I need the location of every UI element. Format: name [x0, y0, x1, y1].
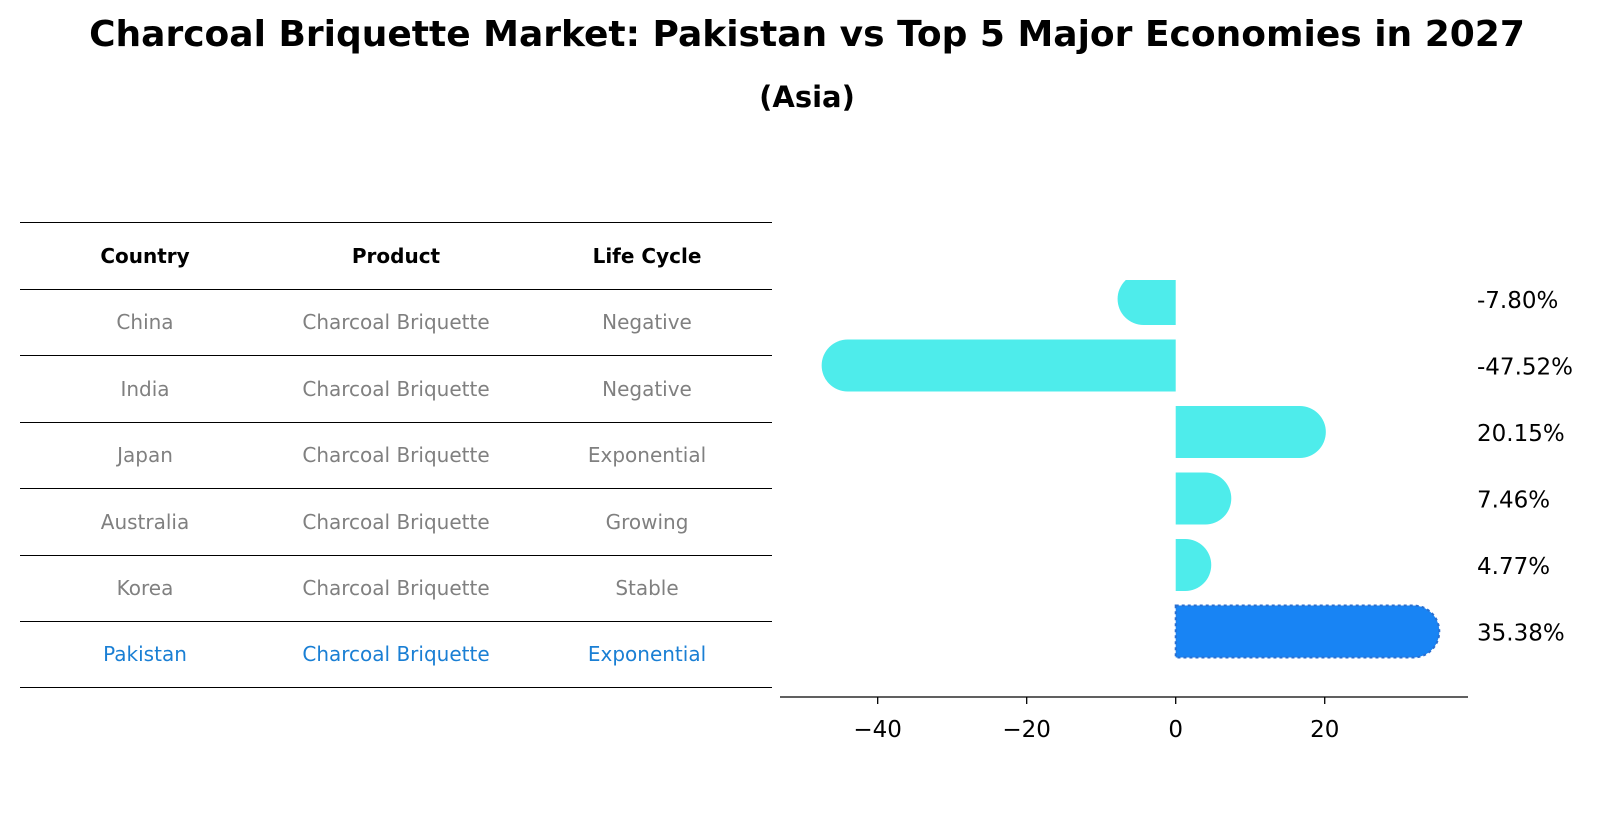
bar-india — [821, 339, 1176, 392]
table-row-highlighted: Pakistan Charcoal Briquette Exponential — [20, 621, 772, 688]
chart-subtitle: (Asia) — [759, 80, 855, 114]
value-label-pakistan: 35.38% — [1477, 621, 1565, 647]
cell-life-cycle: Negative — [602, 310, 692, 335]
bars-layer — [821, 280, 1441, 659]
cell-life-cycle: Exponential — [587, 443, 707, 468]
cell-country: Japan — [117, 443, 173, 468]
value-label-india: -47.52% — [1477, 355, 1573, 381]
x-tick-label: −40 — [853, 717, 902, 743]
cell-life-cycle: Exponential — [587, 642, 707, 667]
value-label-korea: 4.77% — [1477, 554, 1550, 580]
cell-product: Charcoal Briquette — [302, 576, 490, 601]
x-axis: −40 −20 0 20 — [780, 696, 1468, 743]
value-label-japan: 20.15% — [1477, 421, 1565, 447]
cell-product: Charcoal Briquette — [302, 310, 490, 335]
table-header-row: Country Product Life Cycle — [20, 222, 772, 289]
value-label-china: -7.80% — [1477, 288, 1558, 314]
cell-country: Korea — [116, 576, 174, 601]
bar-pakistan — [1174, 604, 1441, 659]
country-table: Country Product Life Cycle China Charcoa… — [20, 222, 772, 688]
x-tick-label: −20 — [1002, 717, 1051, 743]
cell-life-cycle: Growing — [605, 509, 689, 534]
table-row: India Charcoal Briquette Negative — [20, 355, 772, 422]
table-row: Japan Charcoal Briquette Exponential — [20, 421, 772, 489]
table-row: Australia Charcoal Briquette Growing — [20, 488, 772, 555]
bar-korea — [1175, 539, 1212, 591]
table-row: China Charcoal Briquette Negative — [20, 288, 772, 356]
cell-product: Charcoal Briquette — [302, 509, 490, 534]
value-labels-layer: -7.80% -47.52% 20.15% 7.46% 4.77% 35.38% — [1477, 288, 1573, 647]
bar-chart: -7.80%-47.52%20.15%7.46%4.77%35.38% −40−… — [780, 280, 1573, 743]
table-row: Korea Charcoal Briquette Stable — [20, 554, 772, 622]
cell-country: India — [120, 376, 170, 401]
cell-country: Pakistan — [103, 642, 187, 667]
header-country: Country — [100, 243, 190, 268]
value-label-australia: 7.46% — [1477, 488, 1550, 514]
bar-japan — [1175, 406, 1326, 458]
cell-country: Australia — [100, 509, 190, 534]
cell-country: China — [116, 310, 174, 335]
cell-product: Charcoal Briquette — [302, 443, 490, 468]
x-tick-label: 0 — [1168, 717, 1183, 743]
bar-china — [1117, 280, 1176, 325]
x-tick-label: 20 — [1310, 717, 1339, 743]
header-product: Product — [351, 243, 441, 268]
header-life-cycle: Life Cycle — [592, 243, 702, 268]
cell-product: Charcoal Briquette — [302, 376, 490, 401]
chart-title: Charcoal Briquette Market: Pakistan vs T… — [89, 14, 1525, 55]
cell-product: Charcoal Briquette — [302, 642, 490, 667]
cell-life-cycle: Negative — [602, 376, 692, 401]
bar-australia — [1175, 472, 1232, 525]
cell-life-cycle: Stable — [615, 576, 679, 601]
